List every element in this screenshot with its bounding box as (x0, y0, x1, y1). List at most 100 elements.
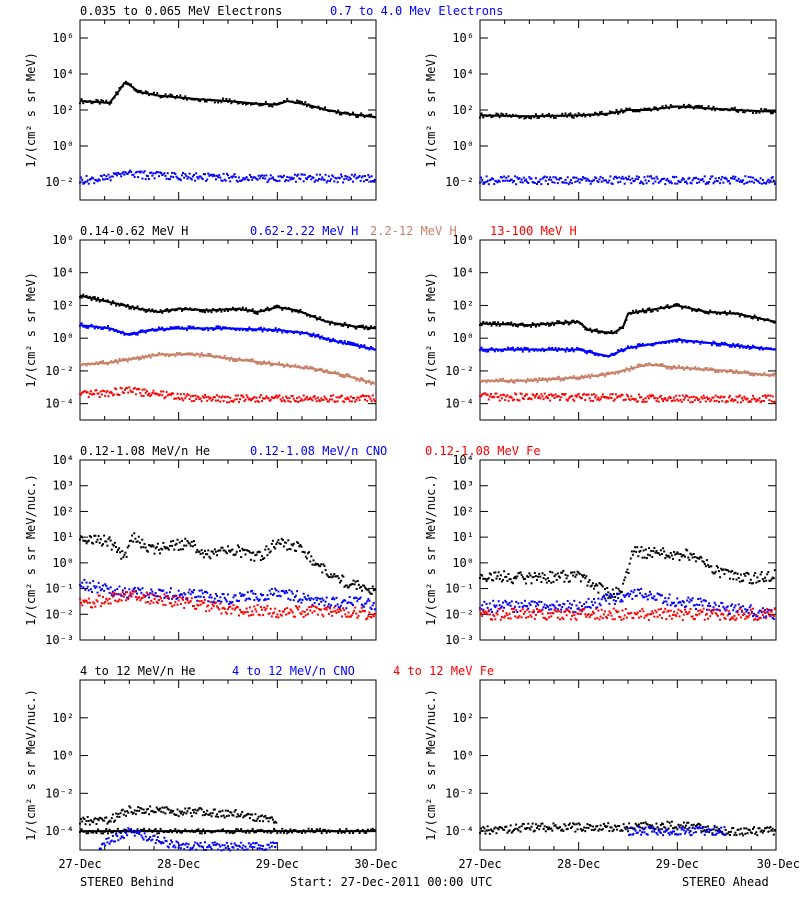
series-point (321, 176, 324, 179)
series-point (358, 832, 361, 835)
series-point (202, 556, 205, 559)
series-point (533, 601, 536, 604)
series-point (121, 591, 124, 594)
series-point (630, 590, 633, 593)
series-point (251, 610, 254, 613)
series-point (542, 577, 545, 580)
series-point (347, 326, 350, 329)
series-behind-3-1 (79, 827, 376, 835)
series-point (95, 389, 98, 392)
series-point (677, 107, 680, 110)
series-point (291, 364, 294, 367)
series-point (556, 320, 559, 323)
series-point (211, 398, 214, 401)
series-point (299, 366, 302, 369)
series-point (234, 809, 237, 812)
series-point (617, 372, 620, 375)
series-point (650, 593, 653, 596)
series-point (589, 606, 592, 609)
series-point (749, 578, 752, 581)
series-point (112, 592, 115, 595)
series-point (232, 604, 235, 607)
series-point (201, 602, 204, 605)
series-point (315, 369, 318, 372)
series-point (666, 367, 669, 370)
series-point (108, 103, 111, 106)
series-point (368, 113, 371, 116)
series-point (529, 378, 532, 381)
series-point (521, 608, 524, 611)
series-point (220, 849, 223, 852)
series-point (632, 617, 635, 620)
series-point (266, 181, 269, 184)
series-point (224, 598, 227, 601)
series-point (733, 614, 736, 617)
series-point (767, 611, 770, 614)
series-point (519, 181, 522, 184)
series-point (761, 178, 764, 181)
series-point (482, 320, 485, 323)
series-point (505, 112, 508, 115)
series-point (177, 815, 180, 818)
series-point (551, 321, 554, 324)
series-point (121, 808, 124, 811)
series-point (254, 329, 257, 332)
series-point (566, 599, 569, 602)
series-point (281, 331, 284, 334)
series-point (142, 171, 145, 174)
series-point (241, 306, 244, 309)
series-point (358, 597, 361, 600)
series-point (633, 366, 636, 369)
series-point (738, 394, 741, 397)
series-point (554, 393, 557, 396)
series-point (595, 328, 598, 331)
series-point (590, 330, 593, 333)
series-point (538, 609, 541, 612)
series-point (197, 808, 200, 811)
series-point (103, 299, 106, 302)
series-point (361, 377, 364, 380)
series-point (490, 116, 493, 119)
series-point (698, 613, 701, 616)
series-point (680, 604, 683, 607)
series-point (345, 373, 348, 376)
series-point (361, 609, 364, 612)
series-point (304, 331, 307, 334)
series-point (213, 548, 216, 551)
series-point (138, 170, 141, 173)
series-point (202, 310, 205, 313)
series-point (284, 180, 287, 183)
series-point (194, 354, 197, 357)
series-point (360, 830, 363, 833)
series-point (197, 177, 200, 180)
series-point (699, 308, 702, 311)
series-point (336, 575, 339, 578)
series-point (650, 363, 653, 366)
series-point (176, 176, 179, 179)
series-point (674, 553, 677, 556)
series-point (349, 395, 352, 398)
series-point (125, 829, 128, 832)
series-point (122, 592, 125, 595)
series-point (344, 397, 347, 400)
series-point (487, 577, 490, 580)
series-point (523, 379, 526, 382)
series-point (371, 394, 374, 397)
series-point (304, 831, 307, 834)
series-point (721, 602, 724, 605)
series-point (304, 614, 307, 617)
series-point (127, 596, 130, 599)
series-point (495, 612, 498, 615)
series-point (725, 178, 728, 181)
series-point (109, 840, 112, 843)
series-point (698, 557, 701, 560)
series-point (579, 113, 582, 116)
series-point (207, 395, 210, 398)
series-point (222, 828, 225, 831)
series-point (727, 109, 730, 112)
series-point (758, 580, 761, 583)
series-point (259, 606, 262, 609)
series-point (766, 394, 769, 397)
series-point (571, 394, 574, 397)
series-point (373, 400, 376, 403)
